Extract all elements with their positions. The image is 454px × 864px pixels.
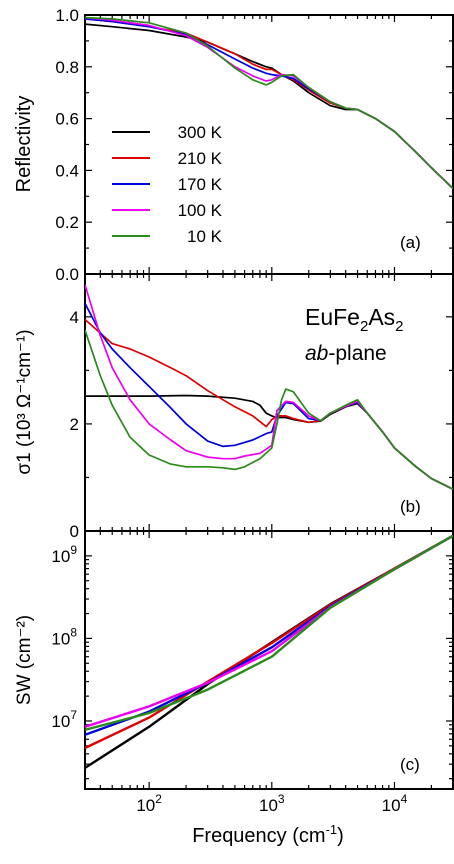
panel-b-frame [84,273,454,532]
legend-label: 210 K [178,149,223,168]
x-axis-title: Frequency (cm-1) [192,822,344,847]
y-tick-label: 109 [51,543,77,566]
legend-label: 10 K [187,227,223,246]
panel-b-series [85,284,453,490]
y-tick-label: 0 [70,522,79,541]
y-tick-label: 107 [51,708,77,731]
ticks [84,14,454,789]
series-line-100k [85,534,453,728]
series-line-300k [85,394,453,490]
series-line-170k [85,18,453,190]
y-tick-label: 4 [70,308,79,327]
series-line-100k [85,284,453,490]
panel-b-label: (b) [400,497,421,516]
panel-a-ylabel: Reflectivity [13,96,35,193]
panel-a-label: (a) [400,233,421,252]
legend-label: 100 K [178,201,223,220]
x-tick-label: 104 [382,792,408,815]
panel-b-ylabel: σ1 (10³ Ω⁻¹cm⁻¹) [14,329,35,474]
series-line-300k [85,23,453,190]
y-tick-label: 0.6 [55,110,79,129]
plane-annotation: ab-plane [305,342,387,365]
series-line-100k [85,16,453,190]
series-line-210k [85,318,453,490]
panel-c-series [85,534,453,769]
panel-a-series [85,16,453,190]
y-tick-label: 108 [51,625,77,648]
y-tick-label: 0.8 [55,58,79,77]
series-line-10k [85,329,453,490]
legend-label: 300 K [178,123,223,142]
series-line-210k [85,18,453,190]
panel-c-label: (c) [400,755,420,774]
legend: 300 K 210 K 170 K 100 K 10 K [112,123,223,246]
y-tick-label: 0.0 [55,265,79,284]
series-line-10k [85,16,453,190]
y-tick-label: 0.2 [55,213,79,232]
panel-c-ylabel: SW (cm⁻²) [14,615,35,705]
y-tick-label: 2 [70,415,79,434]
legend-label: 170 K [178,175,223,194]
compound-annotation: EuFe2As2 [305,304,404,335]
data-lines [85,16,453,769]
x-tick-label: 102 [136,792,162,815]
y-tick-label: 0.4 [55,161,79,180]
series-line-10k [85,534,453,732]
y-tick-label: 1.0 [55,6,79,25]
tick-labels: 0.0 0.2 0.4 0.6 0.8 1.0 0 2 4 107 108 109 102 103 104 [51,6,407,815]
x-tick-label: 103 [259,792,285,815]
panel-c-frame [84,530,454,790]
